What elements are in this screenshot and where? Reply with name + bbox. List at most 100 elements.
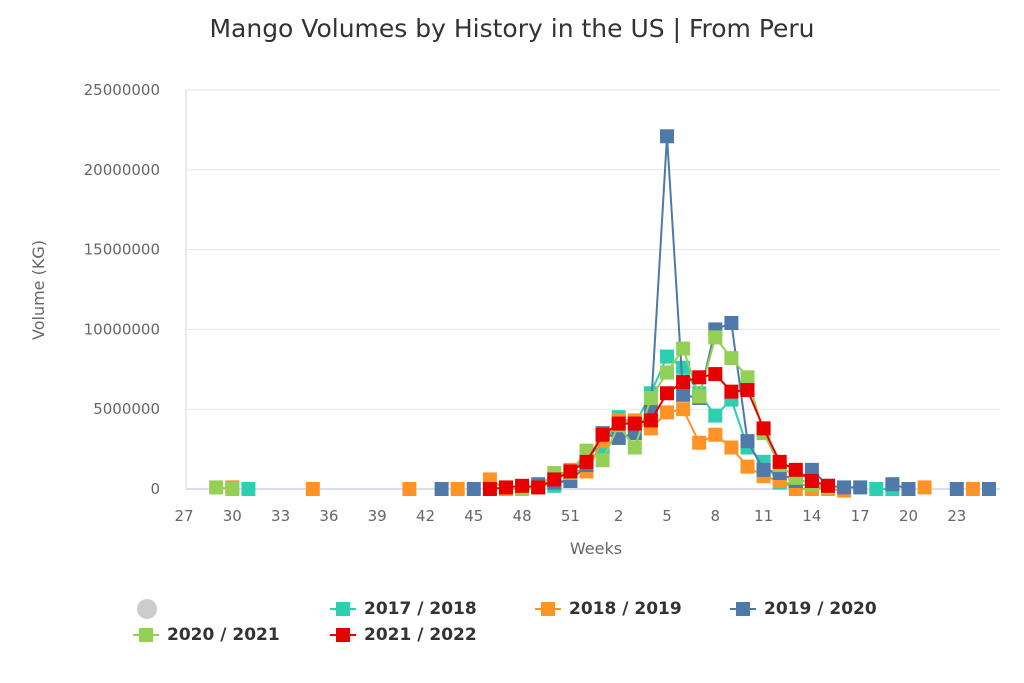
data-point [740,434,755,449]
data-point [804,462,819,477]
data-point [676,375,691,390]
data-point [724,440,739,455]
data-point [853,480,868,495]
data-point [788,462,803,477]
data-point [837,480,852,495]
legend-square-marker-icon [133,628,159,642]
y-tick-label: 10000000 [84,320,160,338]
x-tick-label: 45 [464,507,483,525]
legend-item[interactable]: 2018 / 2019 [535,599,682,619]
data-point [917,480,932,495]
x-tick-label: 23 [947,507,966,525]
x-tick-label: 5 [662,507,672,525]
x-tick-label: 11 [754,507,773,525]
legend-item[interactable]: 2017 / 2018 [330,599,477,619]
x-tick-label: 48 [513,507,532,525]
data-point [547,472,562,487]
data-point [643,391,658,406]
data-point [595,427,610,442]
data-point [660,129,674,144]
data-point [676,402,691,417]
data-point [499,480,513,495]
data-point [450,482,465,496]
data-point [965,482,980,496]
data-point [676,341,691,356]
x-tick-label: 27 [174,507,193,525]
data-point [949,482,964,496]
chart-title: Mango Volumes by History in the US | Fro… [209,14,815,43]
data-point [708,367,723,382]
data-point [482,482,497,496]
data-point [225,482,240,496]
data-point [885,477,900,492]
y-tick-label: 0 [150,480,160,498]
x-tick-label: 39 [368,507,387,525]
data-point [402,482,417,496]
data-point [740,370,755,385]
data-point [724,351,739,366]
data-point [692,370,707,385]
data-point [209,480,224,495]
legend-square-marker-icon [330,628,356,642]
data-point [627,416,642,431]
data-point [660,349,674,364]
data-point [692,435,707,450]
legend-label: 2020 / 2021 [167,625,280,645]
x-tick-label: 17 [851,507,870,525]
legend-item[interactable]: 2021 / 2022 [330,625,477,645]
y-tick-label: 20000000 [84,161,160,179]
x-tick-label: 14 [802,507,821,525]
data-point [804,474,819,489]
x-tick-label: 30 [223,507,242,525]
legend-label: 2018 / 2019 [569,599,682,619]
data-point [724,316,739,331]
legend-item[interactable]: 2019 / 2020 [730,599,877,619]
x-axis-title: Weeks [570,539,622,558]
data-point [595,453,610,468]
data-point [740,383,755,398]
data-point [563,464,578,479]
data-point [643,413,658,428]
x-tick-label: 51 [561,507,580,525]
legend-square-marker-icon [730,602,756,616]
data-point [660,386,674,401]
data-point [515,478,530,493]
y-tick-label: 15000000 [84,241,160,259]
data-point [305,482,320,496]
x-tick-label: 20 [899,507,918,525]
data-point [772,454,787,469]
x-tick-label: 8 [711,507,721,525]
data-point [708,427,723,442]
series-line-0 [553,355,829,490]
data-point [708,330,723,345]
x-tick-label: 2 [614,507,624,525]
y-tick-label: 5000000 [93,400,160,418]
series-line-2 [538,136,861,489]
x-tick-label: 42 [416,507,435,525]
data-point [531,480,546,495]
data-point [724,384,739,399]
y-tick-label: 25000000 [84,81,160,99]
data-point [660,365,674,380]
data-point [708,408,723,423]
data-point [676,387,691,402]
data-point [611,416,626,431]
data-point [660,405,674,420]
data-point [821,478,835,493]
legend-hidden-series-dot[interactable] [137,599,157,619]
data-point [692,389,707,404]
legend-square-marker-icon [330,602,356,616]
legend-label: 2017 / 2018 [364,599,477,619]
legend-label: 2019 / 2020 [764,599,877,619]
data-point [869,482,884,496]
legend-item[interactable]: 2020 / 2021 [133,625,280,645]
data-point [434,482,449,496]
y-axis-title: Volume (KG) [29,240,48,340]
data-point [982,482,996,496]
data-point [466,482,481,496]
x-tick-label: 33 [271,507,290,525]
data-point [756,462,771,477]
data-point [756,421,771,436]
data-point [740,459,755,474]
